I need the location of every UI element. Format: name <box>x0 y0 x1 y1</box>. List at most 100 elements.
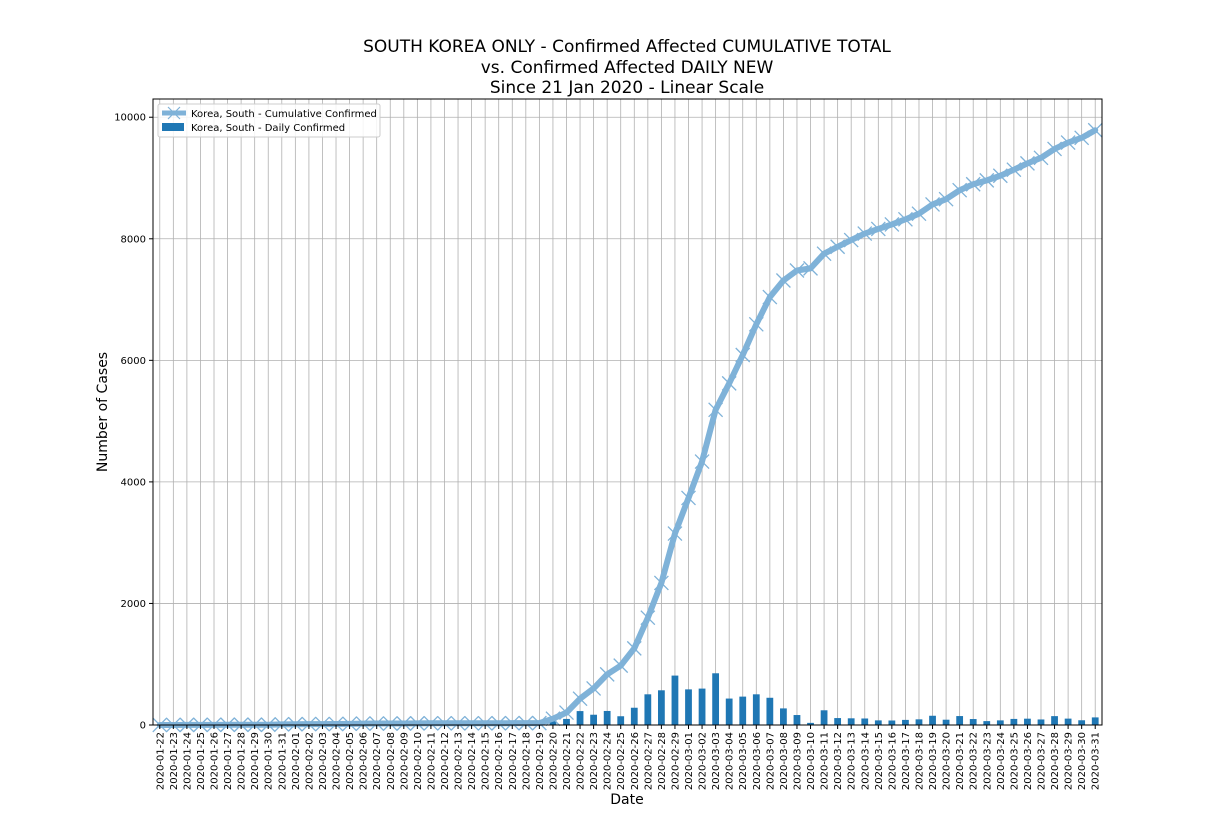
daily-bar <box>1010 718 1018 725</box>
x-tick-label: 2020-02-06 <box>359 732 370 790</box>
x-tick-label: 2020-02-11 <box>426 732 437 790</box>
daily-bar <box>752 694 760 725</box>
x-tick-label: 2020-01-28 <box>237 732 248 790</box>
x-tick-label: 2020-01-31 <box>277 732 288 790</box>
x-tick-label: 2020-01-23 <box>169 732 180 790</box>
x-tick-label: 2020-02-26 <box>630 732 641 790</box>
x-tick-label: 2020-03-17 <box>901 732 912 790</box>
daily-bar <box>1091 717 1099 725</box>
x-tick-label: 2020-03-25 <box>1009 732 1020 790</box>
cumulative-point-marker <box>559 705 574 721</box>
x-tick-label: 2020-03-27 <box>1036 732 1047 790</box>
cumulative-point-marker <box>925 196 940 212</box>
daily-bar <box>820 710 828 725</box>
x-tick-label: 2020-03-22 <box>969 732 980 790</box>
x-tick-label: 2020-03-31 <box>1091 732 1102 790</box>
x-axis-label: Date <box>610 792 643 808</box>
daily-bar <box>834 718 842 725</box>
cumulative-point-marker <box>586 680 602 696</box>
chart-title-line-2: vs. Confirmed Affected DAILY NEW <box>481 58 774 78</box>
daily-bar <box>942 719 950 725</box>
daily-bar <box>617 716 625 725</box>
x-tick-label: 2020-03-28 <box>1050 732 1061 790</box>
daily-bar <box>996 720 1004 725</box>
cumulative-point-marker <box>640 610 656 626</box>
x-tick-label: 2020-02-03 <box>318 732 329 790</box>
cumulative-point-marker <box>775 273 791 288</box>
cumulative-point-marker <box>477 715 493 731</box>
legend-line-swatch <box>162 106 186 120</box>
chart-title-line-1: SOUTH KOREA ONLY - Confirmed Affected CU… <box>363 37 891 57</box>
grid <box>153 99 1102 726</box>
x-tick-label: 2020-02-19 <box>535 732 546 790</box>
x-tick-label: 2020-01-25 <box>196 732 207 790</box>
x-tick-label: 2020-02-29 <box>670 732 681 790</box>
daily-bar <box>793 715 801 725</box>
cumulative-point-marker <box>870 221 886 237</box>
daily-bar <box>725 698 733 725</box>
x-tick-label: 2020-01-29 <box>250 732 261 790</box>
daily-bar <box>1024 718 1031 725</box>
daily-bar <box>1078 720 1086 725</box>
cumulative-point-marker <box>626 640 642 656</box>
cumulative-point-marker <box>423 715 439 731</box>
x-tick-label: 2020-03-08 <box>779 732 790 790</box>
x-tick-label: 2020-03-16 <box>887 732 898 790</box>
cumulative-line <box>152 122 1103 733</box>
daily-bar <box>1064 718 1072 725</box>
daily-bar <box>861 718 869 725</box>
x-tick-label: 2020-02-28 <box>657 732 668 790</box>
cumulative-point-marker <box>965 176 981 192</box>
x-tick-label: 2020-02-24 <box>603 732 614 790</box>
cumulative-point-marker <box>369 716 385 732</box>
x-tick-label: 2020-02-04 <box>332 732 343 790</box>
x-tick-label: 2020-02-27 <box>643 732 654 790</box>
x-tick-label: 2020-02-20 <box>548 732 559 790</box>
cumulative-point-marker <box>1087 122 1103 138</box>
x-tick-label: 2020-03-10 <box>806 732 817 790</box>
x-tick-label: 2020-02-23 <box>589 732 600 790</box>
y-axis-ticks: 0 2000 4000 6000 8000 10000 <box>114 113 153 732</box>
x-tick-label: 2020-03-26 <box>1023 732 1034 790</box>
x-tick-label: 2020-03-20 <box>942 732 953 790</box>
cumulative-point-marker <box>748 316 764 332</box>
cumulative-line-path <box>156 127 1099 728</box>
daily-bar <box>902 719 909 725</box>
daily-bars <box>183 673 1099 725</box>
daily-bar <box>563 718 570 725</box>
cumulative-point-marker <box>464 715 480 731</box>
daily-bar <box>874 720 882 725</box>
daily-bar <box>549 720 557 725</box>
x-tick-label: 2020-02-12 <box>440 732 451 790</box>
x-tick-label: 2020-02-18 <box>521 732 532 790</box>
x-tick-label: 2020-03-23 <box>982 732 993 790</box>
cumulative-point-marker <box>897 211 913 227</box>
cumulative-point-marker <box>762 289 778 305</box>
x-tick-label: 2020-01-24 <box>182 732 193 790</box>
x-tick-label: 2020-03-09 <box>792 732 803 790</box>
x-tick-label: 2020-03-06 <box>752 732 763 790</box>
x-tick-label: 2020-01-26 <box>210 732 221 790</box>
x-tick-label: 2020-02-17 <box>508 732 519 790</box>
cumulative-point-marker <box>681 490 696 506</box>
daily-bar <box>644 694 652 725</box>
x-tick-label: 2020-03-29 <box>1064 732 1075 790</box>
cumulative-point-marker <box>382 716 398 732</box>
cumulative-point-marker <box>437 715 452 731</box>
legend-bar-swatch <box>162 123 184 131</box>
x-tick-label: 2020-02-10 <box>413 732 424 790</box>
x-tick-label: 2020-02-14 <box>467 732 478 790</box>
cumulative-point-marker <box>694 454 710 469</box>
daily-bar <box>630 707 638 725</box>
cumulative-point-marker <box>355 716 371 732</box>
daily-bar <box>576 711 584 725</box>
cumulative-point-marker <box>992 168 1008 184</box>
x-tick-label: 2020-03-18 <box>914 732 925 790</box>
x-tick-label: 2020-03-03 <box>711 732 722 790</box>
x-tick-label: 2020-02-02 <box>304 732 315 790</box>
y-tick-label: 2000 <box>121 599 146 610</box>
cumulative-point-marker <box>491 715 507 731</box>
cumulative-point-marker <box>450 715 466 731</box>
x-tick-label: 2020-03-05 <box>738 732 749 790</box>
daily-bar <box>658 690 665 725</box>
